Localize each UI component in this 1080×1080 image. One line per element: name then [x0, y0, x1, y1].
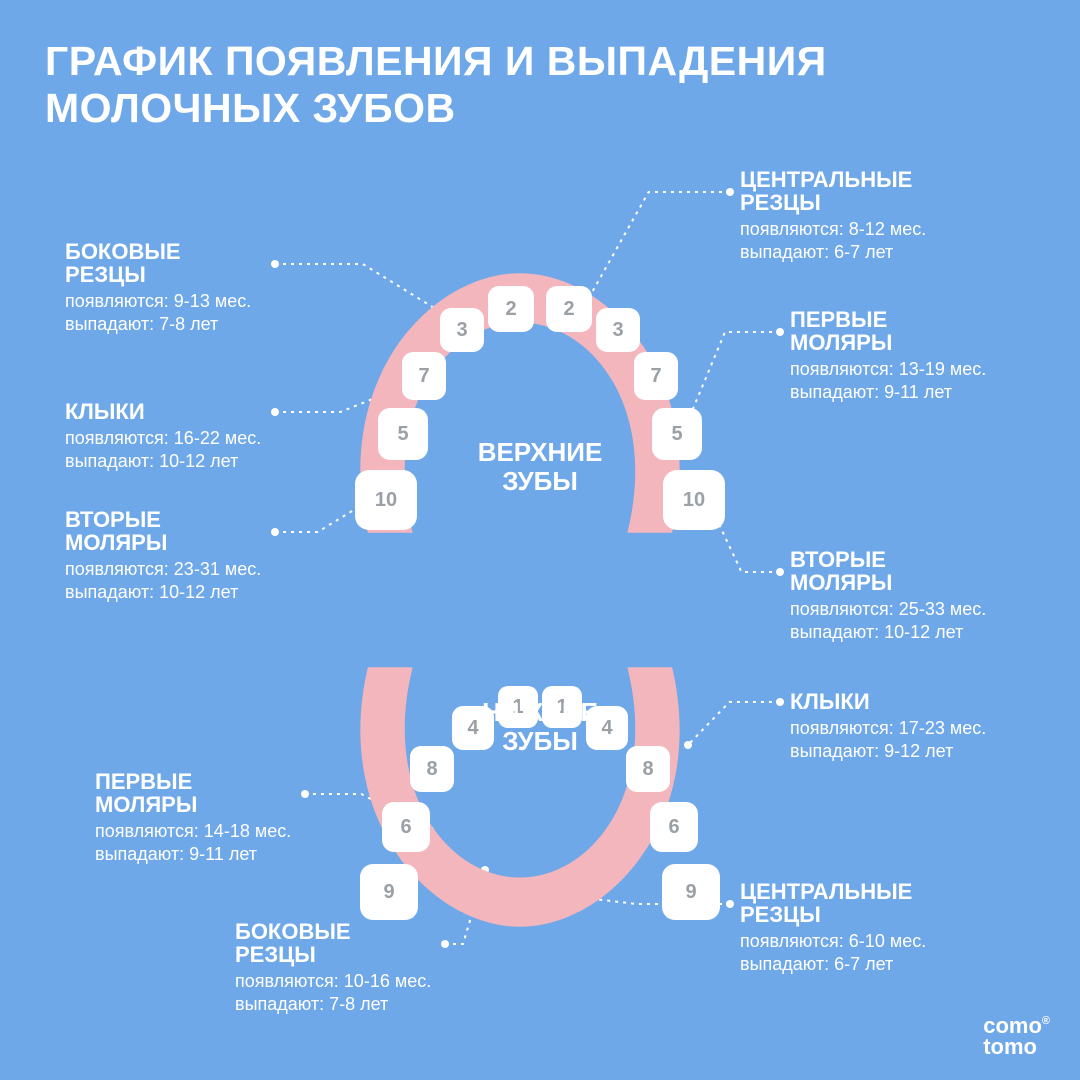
- callout-fall: выпадают: 6-7 лет: [740, 953, 1000, 976]
- upper-label-l2: ЗУБЫ: [502, 466, 578, 496]
- callout-name: ПЕРВЫЕМОЛЯРЫ: [95, 770, 355, 816]
- callout-name: БОКОВЫЕРЕЗЦЫ: [65, 240, 325, 286]
- brand-reg: ®: [1042, 1015, 1050, 1027]
- callout-appear: появляются: 23-31 мес.: [65, 558, 325, 581]
- callout-appear: появляются: 9-13 мес.: [65, 290, 325, 313]
- lower-label-l2: ЗУБЫ: [502, 726, 578, 756]
- callout-appear: появляются: 25-33 мес.: [790, 598, 1050, 621]
- callout-name: БОКОВЫЕРЕЗЦЫ: [235, 920, 495, 966]
- callout-fall: выпадают: 9-12 лет: [790, 740, 1050, 763]
- callout-appear: появляются: 17-23 мес.: [790, 717, 1050, 740]
- callout-appear: появляются: 8-12 мес.: [740, 218, 1000, 241]
- callout-appear: появляются: 6-10 мес.: [740, 930, 1000, 953]
- callout-name: ВТОРЫЕМОЛЯРЫ: [65, 508, 325, 554]
- tooth: 6: [650, 802, 698, 852]
- callout-appear: появляются: 13-19 мес.: [790, 358, 1050, 381]
- brand-logo: como® tomo: [983, 1016, 1050, 1058]
- callout-upper-first-molars: ПЕРВЫЕМОЛЯРЫ появляются: 13-19 мес.выпада…: [790, 308, 1050, 403]
- upper-label: ВЕРХНИЕ ЗУБЫ: [370, 438, 710, 495]
- callout-upper-canines-left: КЛЫКИ появляются: 16-22 мес.выпадают: 10-…: [65, 400, 325, 472]
- callout-fall: выпадают: 9-11 лет: [790, 381, 1050, 404]
- tooth: 2: [546, 286, 592, 332]
- callout-name: ЦЕНТРАЛЬНЫЕРЕЗЦЫ: [740, 880, 1000, 926]
- callout-lower-first-molars: ПЕРВЫЕМОЛЯРЫ появляются: 14-18 мес.выпада…: [95, 770, 355, 865]
- callout-lower-canines-right: КЛЫКИ появляются: 17-23 мес.выпадают: 9-1…: [790, 690, 1050, 762]
- title-line-1: ГРАФИК ПОЯВЛЕНИЯ И ВЫПАДЕНИЯ: [45, 38, 827, 84]
- callout-fall: выпадают: 10-12 лет: [65, 581, 325, 604]
- tooth: 9: [360, 864, 418, 920]
- callout-name: ЦЕНТРАЛЬНЫЕРЕЗЦЫ: [740, 168, 1000, 214]
- tooth: 7: [402, 352, 446, 400]
- upper-label-l1: ВЕРХНИЕ: [478, 437, 603, 467]
- callout-appear: появляются: 10-16 мес.: [235, 970, 495, 993]
- callout-name: ПЕРВЫЕМОЛЯРЫ: [790, 308, 1050, 354]
- tooth: 6: [382, 802, 430, 852]
- callout-appear: появляются: 16-22 мес.: [65, 427, 325, 450]
- callout-lower-lateral-incisors: БОКОВЫЕРЕЗЦЫ появляются: 10-16 мес.выпада…: [235, 920, 495, 1015]
- page-title: ГРАФИК ПОЯВЛЕНИЯ И ВЫПАДЕНИЯ МОЛОЧНЫХ ЗУ…: [45, 38, 827, 132]
- callout-lower-central-incisors: ЦЕНТРАЛЬНЫЕРЕЗЦЫ появляются: 6-10 мес.вып…: [740, 880, 1000, 975]
- tooth: 7: [634, 352, 678, 400]
- title-line-2: МОЛОЧНЫХ ЗУБОВ: [45, 85, 456, 131]
- callout-upper-lateral-incisors: БОКОВЫЕРЕЗЦЫ появляются: 9-13 мес.выпадаю…: [65, 240, 325, 335]
- callout-fall: выпадают: 9-11 лет: [95, 843, 355, 866]
- callout-fall: выпадают: 7-8 лет: [235, 993, 495, 1016]
- callout-upper-second-molars-left: ВТОРЫЕМОЛЯРЫ появляются: 23-31 мес.выпада…: [65, 508, 325, 603]
- tooth: 3: [440, 308, 484, 352]
- callout-fall: выпадают: 7-8 лет: [65, 313, 325, 336]
- tooth: 3: [596, 308, 640, 352]
- callout-fall: выпадают: 10-12 лет: [790, 621, 1050, 644]
- callout-upper-second-molars-right: ВТОРЫЕМОЛЯРЫ появляются: 25-33 мес.выпада…: [790, 548, 1050, 643]
- tooth: 2: [488, 286, 534, 332]
- callout-upper-central-incisors: ЦЕНТРАЛЬНЫЕРЕЗЦЫ появляются: 8-12 мес.вып…: [740, 168, 1000, 263]
- callout-fall: выпадают: 10-12 лет: [65, 450, 325, 473]
- tooth: 9: [662, 864, 720, 920]
- callout-name: КЛЫКИ: [790, 690, 1050, 713]
- callout-name: КЛЫКИ: [65, 400, 325, 423]
- lower-label-l1: НИЖНИЕ: [482, 697, 598, 727]
- callout-fall: выпадают: 6-7 лет: [740, 241, 1000, 264]
- teeth-diagram: 105732237510 9684114869 ВЕРХНИЕ ЗУБЫ НИЖ…: [370, 280, 710, 920]
- lower-label: НИЖНИЕ ЗУБЫ: [370, 698, 710, 755]
- brand-line-2: tomo: [983, 1034, 1037, 1059]
- callout-appear: появляются: 14-18 мес.: [95, 820, 355, 843]
- callout-name: ВТОРЫЕМОЛЯРЫ: [790, 548, 1050, 594]
